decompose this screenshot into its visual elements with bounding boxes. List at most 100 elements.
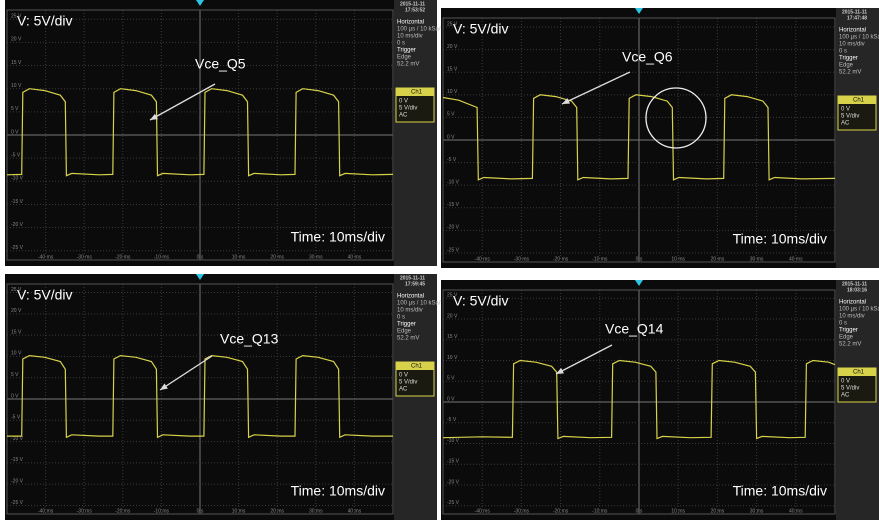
timestamp: 17:59:45 [405, 281, 425, 287]
channel-setting: 0 V [841, 379, 850, 385]
y-tick-label: 20 V [11, 37, 22, 43]
x-tick-label: -30 ms [514, 508, 530, 514]
signal-label: Vce_Q14 [605, 321, 664, 337]
page: -40 ms -30 ms -20 ms -10 ms 0 s 10 ms 20 ms 30 … [0, 0, 879, 520]
volts-per-div: V: 5V/div [453, 293, 509, 309]
y-tick-label: -20 V [11, 222, 24, 228]
info-text: 52.2 mV [397, 62, 419, 68]
signal-label: Vce_Q5 [195, 56, 246, 72]
channel-setting: 5 V/div [399, 106, 417, 112]
x-tick-label: -10 ms [154, 254, 170, 260]
x-tick-label: 40 ms [789, 508, 803, 514]
y-tick-label: -25 V [447, 247, 460, 253]
y-tick-label: -5 V [11, 415, 21, 421]
info-text: 100 µs / 10 kSa/s [839, 35, 879, 41]
x-tick-label: 30 ms [309, 254, 323, 260]
x-tick-label: -20 ms [553, 508, 569, 514]
x-tick-label: -40 ms [475, 256, 491, 262]
y-tick-label: -20 V [447, 479, 460, 485]
x-tick-label: -30 ms [77, 508, 93, 514]
x-tick-label: 40 ms [789, 256, 803, 262]
x-tick-label: -20 ms [553, 256, 569, 262]
y-tick-label: 10 V [11, 83, 22, 89]
x-tick-label: -40 ms [38, 508, 54, 514]
x-tick-label: 10 ms [671, 256, 685, 262]
y-tick-label: -15 V [447, 202, 460, 208]
x-tick-label: 20 ms [270, 508, 284, 514]
y-tick-label: 20 V [11, 308, 22, 314]
y-tick-label: -5 V [11, 152, 21, 158]
info-text: Trigger [839, 328, 858, 334]
y-tick-label: -5 V [447, 157, 457, 163]
channel-name: Ch1 [853, 98, 865, 104]
info-text: Edge [839, 63, 854, 69]
x-tick-label: 0 s [197, 254, 204, 260]
channel-setting: 0 V [399, 373, 408, 379]
y-tick-label: -15 V [11, 199, 24, 205]
info-text: 100 µs / 10 kSa/s [397, 27, 443, 33]
timestamp: 17:47:48 [847, 15, 867, 21]
y-tick-label: 0 V [11, 129, 19, 135]
x-tick-label: 40 ms [348, 508, 362, 514]
time-per-div: Time: 10ms/div [291, 229, 385, 245]
info-text: 0 s [397, 41, 405, 47]
y-tick-label: 0 V [447, 396, 455, 402]
x-tick-label: -10 ms [154, 508, 170, 514]
info-text: Edge [397, 55, 412, 61]
info-text: 0 s [839, 49, 847, 55]
y-tick-label: -20 V [447, 225, 460, 231]
y-tick-label: -5 V [447, 417, 457, 423]
y-tick-label: 10 V [11, 351, 22, 357]
signal-label: Vce_Q13 [220, 331, 279, 347]
timestamp: 18:03:16 [847, 287, 867, 293]
x-tick-label: 10 ms [671, 508, 685, 514]
y-tick-label: 5 V [11, 372, 19, 378]
time-per-div: Time: 10ms/div [291, 483, 385, 499]
channel-name: Ch1 [853, 370, 865, 376]
y-tick-label: 20 V [447, 313, 458, 319]
x-tick-label: -40 ms [475, 508, 491, 514]
volts-per-div: V: 5V/div [17, 287, 73, 303]
y-tick-label: -10 V [447, 180, 460, 186]
time-per-div: Time: 10ms/div [733, 231, 827, 247]
y-tick-label: -10 V [11, 176, 24, 182]
time-per-div: Time: 10ms/div [733, 483, 827, 499]
y-tick-label: -25 V [11, 245, 24, 251]
volts-per-div: V: 5V/div [453, 21, 509, 37]
x-tick-label: 0 s [636, 508, 643, 514]
channel-name: Ch1 [411, 90, 423, 96]
info-text: Horizontal [397, 294, 424, 300]
channel-name: Ch1 [411, 364, 423, 370]
y-tick-label: 5 V [447, 376, 455, 382]
y-tick-label: 5 V [11, 106, 19, 112]
channel-setting: AC [399, 113, 408, 119]
info-text: 0 s [397, 315, 405, 321]
x-tick-label: -30 ms [77, 254, 93, 260]
info-text: 52.2 mV [397, 336, 419, 342]
signal-label: Vce_Q6 [622, 49, 673, 65]
info-text: 0 s [839, 321, 847, 327]
timestamp: 17:53:52 [405, 7, 425, 13]
info-text: 10 ms/div [839, 42, 865, 48]
y-tick-label: -15 V [447, 459, 460, 465]
x-tick-label: -40 ms [38, 254, 54, 260]
y-tick-label: 20 V [447, 44, 458, 50]
x-tick-label: 20 ms [270, 254, 284, 260]
y-tick-label: -20 V [11, 479, 24, 485]
x-tick-label: 40 ms [348, 254, 362, 260]
y-tick-label: 15 V [11, 329, 22, 335]
y-tick-label: 10 V [447, 355, 458, 361]
channel-setting: 5 V/div [841, 114, 859, 120]
info-text: 10 ms/div [839, 314, 865, 320]
x-tick-label: -20 ms [115, 254, 131, 260]
y-tick-label: 5 V [447, 112, 455, 118]
y-tick-label: 10 V [447, 89, 458, 95]
y-tick-label: 15 V [11, 60, 22, 66]
info-text: 52.2 mV [839, 70, 861, 76]
y-tick-label: 15 V [447, 334, 458, 340]
info-text: Trigger [397, 322, 416, 328]
info-text: Horizontal [839, 28, 866, 34]
channel-setting: 5 V/div [399, 380, 417, 386]
y-tick-label: -15 V [11, 457, 24, 463]
scope-screen [441, 8, 879, 268]
